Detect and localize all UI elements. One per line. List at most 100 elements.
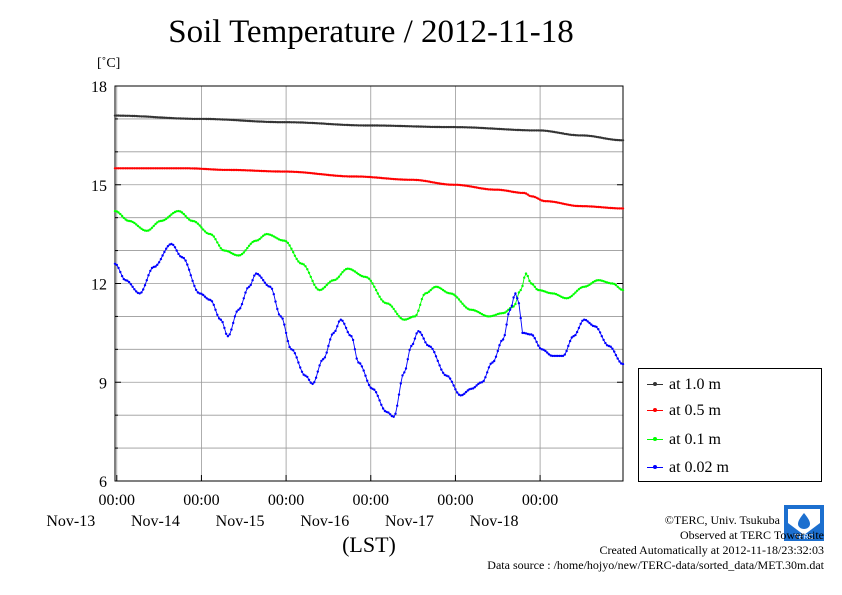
data-point: [362, 124, 365, 127]
data-point: [547, 130, 551, 133]
data-point: [240, 252, 244, 256]
data-point: [537, 197, 540, 200]
data-point: [156, 116, 159, 119]
data-point: [602, 338, 605, 342]
footer-credits: ©TERC, Univ. Tsukuba Observed at TERC To…: [394, 513, 824, 573]
data-point: [553, 130, 556, 134]
data-point: [500, 127, 503, 131]
data-point: [408, 125, 411, 128]
data-point: [390, 124, 394, 128]
data-point: [385, 177, 388, 180]
data-point: [209, 298, 212, 302]
data-point: [293, 170, 297, 174]
data-point: [196, 167, 200, 170]
data-point: [505, 310, 508, 313]
data-point: [565, 349, 568, 353]
data-point: [246, 119, 249, 123]
data-point: [507, 308, 510, 311]
data-point: [452, 293, 455, 296]
data-point: [150, 226, 154, 229]
data-point: [595, 135, 598, 139]
data-point: [417, 125, 420, 128]
data-point: [360, 365, 364, 368]
data-point: [359, 362, 362, 365]
data-point: [260, 169, 263, 173]
data-point: [426, 343, 429, 347]
data-point: [586, 134, 589, 137]
data-point: [339, 318, 342, 321]
data-point: [196, 222, 200, 225]
data-point: [152, 224, 155, 228]
data-point: [270, 287, 274, 290]
data-point: [431, 125, 434, 129]
data-point: [233, 253, 237, 256]
data-point: [318, 172, 321, 176]
data-point: [367, 175, 371, 179]
data-point: [341, 319, 344, 322]
data-point: [207, 298, 210, 301]
data-point: [461, 302, 464, 305]
data-point: [454, 183, 457, 186]
data-point: [607, 281, 611, 285]
data-point: [413, 315, 417, 318]
data-point: [528, 194, 531, 197]
data-point: [263, 281, 267, 284]
data-point: [533, 129, 536, 132]
data-point: [445, 125, 448, 129]
data-point: [239, 168, 242, 172]
data-point: [521, 284, 524, 288]
data-point: [600, 335, 603, 338]
data-point: [242, 251, 245, 254]
data-point: [450, 125, 454, 129]
data-point: [196, 291, 200, 294]
data-point: [157, 261, 161, 264]
data-point: [212, 117, 215, 121]
data-point: [131, 220, 134, 224]
data-point: [219, 318, 222, 321]
data-point: [471, 387, 475, 390]
data-point: [459, 300, 462, 303]
data-point: [480, 126, 484, 130]
data-point: [496, 349, 499, 353]
legend-item-002m: at 0.02 m: [647, 458, 729, 478]
x-tick-label-date: Nov-15: [216, 513, 265, 530]
data-point: [397, 124, 401, 128]
data-point: [246, 169, 249, 172]
data-point: [117, 211, 120, 214]
data-point: [267, 120, 270, 124]
data-point: [337, 123, 341, 126]
data-point: [394, 178, 397, 181]
data-point: [126, 279, 129, 282]
data-point: [149, 167, 152, 170]
data-point: [244, 119, 247, 123]
data-point: [323, 173, 327, 176]
data-point: [487, 315, 491, 318]
legend-item-01m: at 0.1 m: [647, 430, 721, 450]
data-point: [189, 167, 192, 170]
data-point: [136, 224, 140, 228]
data-point: [311, 121, 314, 125]
data-point: [524, 192, 528, 195]
series-at-1-0-m: [113, 114, 625, 142]
data-point: [597, 205, 600, 209]
data-point: [461, 393, 464, 397]
data-point: [507, 313, 510, 316]
data-point: [175, 167, 178, 170]
data-point: [200, 292, 203, 295]
data-point: [267, 170, 270, 173]
data-point: [374, 124, 378, 127]
data-point: [378, 124, 381, 127]
data-point: [344, 326, 348, 330]
data-point: [306, 268, 309, 271]
data-point: [293, 121, 297, 124]
x-tick-label-time: 00:00: [268, 492, 304, 509]
data-point: [620, 207, 623, 210]
data-point: [154, 167, 157, 170]
data-point: [299, 262, 302, 265]
data-point: [579, 322, 582, 325]
data-point: [184, 167, 187, 170]
data-point: [355, 175, 358, 178]
y-tick-label: 9: [99, 375, 107, 392]
data-point: [203, 117, 207, 121]
